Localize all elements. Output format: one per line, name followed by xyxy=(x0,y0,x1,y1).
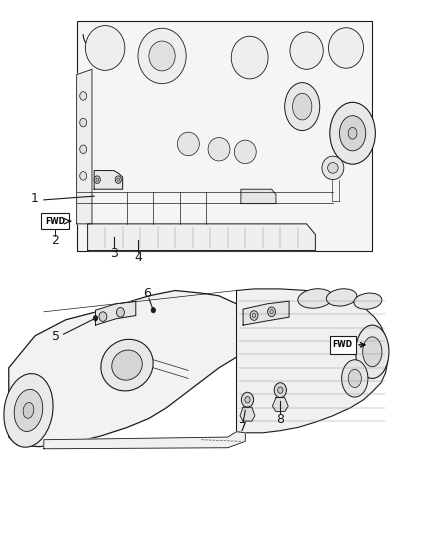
Polygon shape xyxy=(272,398,288,411)
Ellipse shape xyxy=(149,41,175,71)
Polygon shape xyxy=(44,432,245,449)
Circle shape xyxy=(94,176,100,183)
Ellipse shape xyxy=(234,140,256,164)
Ellipse shape xyxy=(293,93,312,120)
Circle shape xyxy=(80,118,87,127)
Circle shape xyxy=(245,397,250,403)
Circle shape xyxy=(250,311,258,320)
Ellipse shape xyxy=(285,83,320,131)
Text: 5: 5 xyxy=(52,330,60,343)
Text: 7: 7 xyxy=(239,421,247,434)
Ellipse shape xyxy=(328,163,338,173)
Polygon shape xyxy=(9,290,245,447)
FancyBboxPatch shape xyxy=(41,213,69,229)
Ellipse shape xyxy=(231,36,268,79)
Ellipse shape xyxy=(4,374,53,447)
Ellipse shape xyxy=(290,32,323,69)
Text: FWD: FWD xyxy=(333,341,353,349)
Circle shape xyxy=(274,383,286,398)
Circle shape xyxy=(99,312,107,321)
Ellipse shape xyxy=(322,156,344,180)
Polygon shape xyxy=(240,407,255,421)
Polygon shape xyxy=(237,289,388,433)
Circle shape xyxy=(80,172,87,180)
Circle shape xyxy=(241,392,254,407)
Circle shape xyxy=(117,178,120,181)
Ellipse shape xyxy=(14,389,43,432)
Ellipse shape xyxy=(326,289,357,306)
Circle shape xyxy=(278,387,283,393)
Text: 1: 1 xyxy=(31,192,39,205)
Text: 8: 8 xyxy=(276,413,284,426)
FancyBboxPatch shape xyxy=(35,13,403,266)
Circle shape xyxy=(115,176,121,183)
Ellipse shape xyxy=(330,102,375,164)
Circle shape xyxy=(268,307,276,317)
Ellipse shape xyxy=(138,28,186,84)
Ellipse shape xyxy=(112,350,142,380)
Ellipse shape xyxy=(298,289,333,308)
Ellipse shape xyxy=(356,325,389,378)
Text: 3: 3 xyxy=(110,247,118,260)
Ellipse shape xyxy=(348,369,361,387)
Ellipse shape xyxy=(23,402,34,418)
Polygon shape xyxy=(95,301,136,325)
Circle shape xyxy=(117,308,124,317)
Circle shape xyxy=(270,310,273,314)
Ellipse shape xyxy=(339,116,366,151)
Ellipse shape xyxy=(177,132,199,156)
Circle shape xyxy=(80,92,87,100)
Circle shape xyxy=(151,308,155,313)
Polygon shape xyxy=(94,171,123,189)
Polygon shape xyxy=(88,224,315,251)
Text: 2: 2 xyxy=(51,235,59,247)
Text: 4: 4 xyxy=(134,252,142,264)
Ellipse shape xyxy=(85,26,125,70)
Text: 6: 6 xyxy=(143,287,151,300)
Polygon shape xyxy=(77,69,92,224)
Polygon shape xyxy=(241,189,276,204)
Text: FWD: FWD xyxy=(45,217,65,225)
Ellipse shape xyxy=(363,337,382,367)
Ellipse shape xyxy=(101,340,153,391)
FancyBboxPatch shape xyxy=(330,336,356,354)
Circle shape xyxy=(252,313,256,318)
Circle shape xyxy=(96,178,99,181)
FancyBboxPatch shape xyxy=(0,280,438,522)
Polygon shape xyxy=(77,21,372,251)
Polygon shape xyxy=(243,301,289,325)
Circle shape xyxy=(80,145,87,154)
Ellipse shape xyxy=(354,293,382,309)
Ellipse shape xyxy=(342,360,368,397)
Circle shape xyxy=(93,316,98,321)
Ellipse shape xyxy=(208,138,230,161)
Ellipse shape xyxy=(328,28,364,68)
Ellipse shape xyxy=(348,127,357,139)
